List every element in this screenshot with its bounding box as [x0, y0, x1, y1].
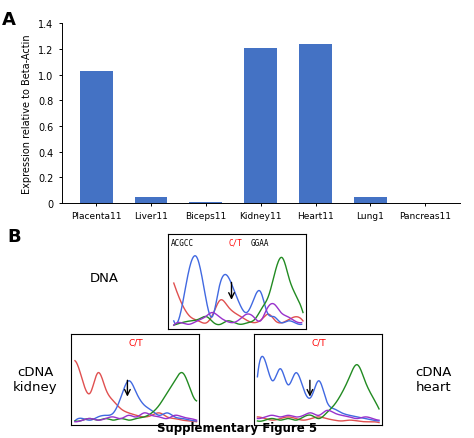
Text: cDNA
heart: cDNA heart: [416, 365, 452, 393]
Bar: [80, 71, 113, 204]
Bar: [354, 198, 387, 204]
Text: B: B: [7, 228, 21, 246]
Text: Supplementary Figure 5: Supplementary Figure 5: [157, 420, 317, 434]
Text: C/T: C/T: [228, 238, 242, 247]
Y-axis label: Expression relative to Beta-Actin: Expression relative to Beta-Actin: [22, 34, 32, 194]
Bar: [299, 45, 332, 204]
Text: cDNA
kidney: cDNA kidney: [13, 365, 58, 393]
Text: GGAA: GGAA: [251, 238, 269, 247]
Text: C/T: C/T: [128, 338, 143, 346]
Bar: [190, 203, 222, 204]
Bar: [135, 197, 167, 204]
Bar: [244, 49, 277, 204]
Text: DNA: DNA: [90, 271, 119, 284]
Text: C/T: C/T: [311, 338, 326, 346]
Text: A: A: [2, 11, 16, 29]
Text: ACGCC: ACGCC: [171, 238, 194, 247]
